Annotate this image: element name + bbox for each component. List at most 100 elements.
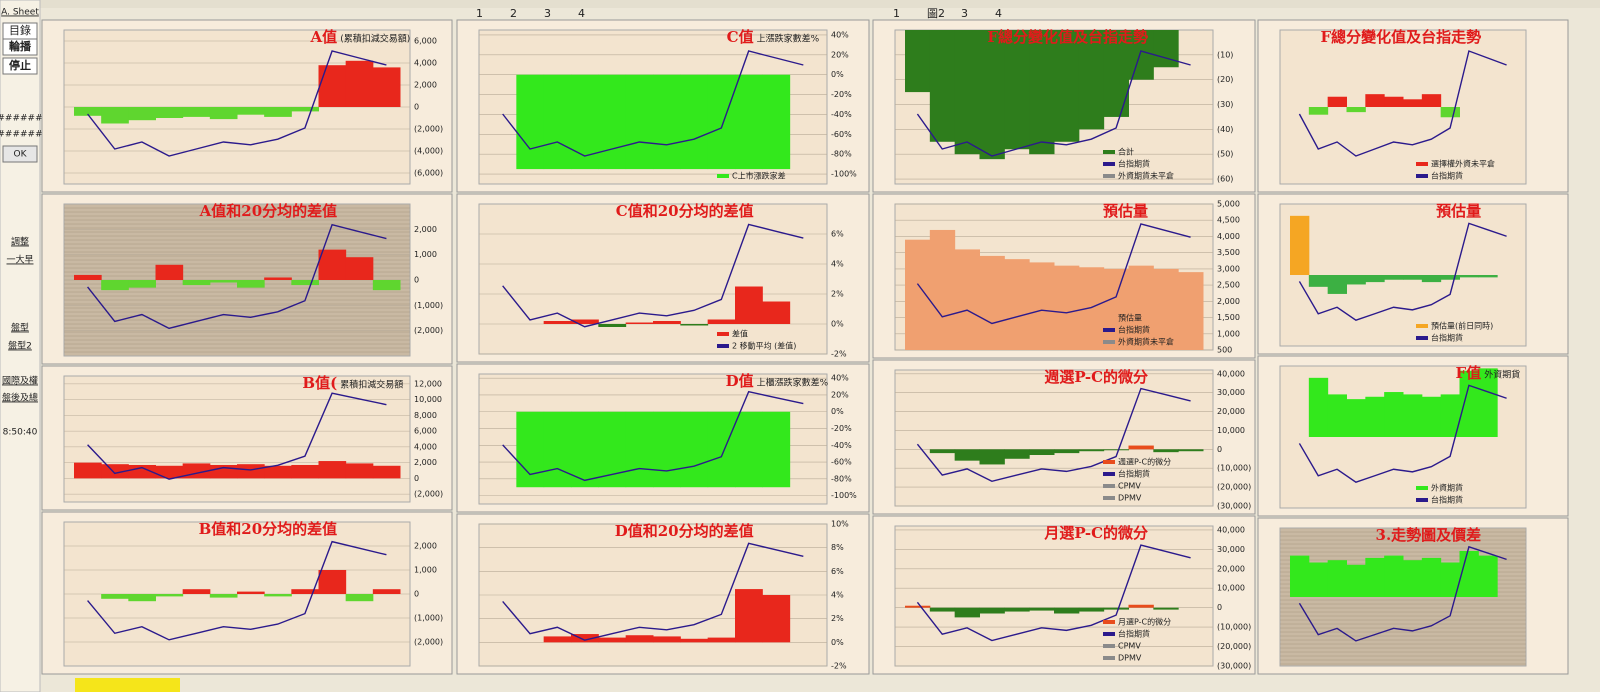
sheet-tab[interactable]: 2 (510, 7, 517, 20)
panel-subtitle: 外資期貨 (1484, 369, 1520, 381)
bar (101, 107, 129, 124)
sheet-tab[interactable]: 圖2 (927, 7, 945, 20)
y2-tick-label: 0% (831, 638, 844, 647)
bar (707, 74, 736, 170)
sheet-tab[interactable]: 3 (961, 7, 968, 20)
sidebar-item[interactable]: OK (14, 150, 28, 160)
legend-label: 月選P-C的微分 (1118, 617, 1171, 627)
sidebar-item[interactable]: 目錄 (9, 23, 31, 37)
bar (237, 280, 265, 288)
sheet-tab[interactable]: 1 (476, 7, 483, 20)
index-line (1298, 384, 1507, 483)
bar (929, 449, 956, 454)
bar (209, 280, 238, 283)
legend-swatch (1103, 174, 1115, 178)
bar (1327, 275, 1347, 294)
bar (1153, 449, 1179, 453)
sidebar-item[interactable]: 輪播 (9, 39, 32, 53)
bar (155, 465, 184, 479)
bar (1004, 259, 1030, 350)
index-line (916, 544, 1191, 642)
bar (762, 411, 791, 488)
bar (929, 30, 956, 142)
y2-tick-label: 1,000 (414, 566, 437, 575)
bar (979, 449, 1005, 465)
y2-tick-label: -60% (831, 130, 852, 139)
sheet-tab[interactable]: 3 (544, 7, 551, 20)
bar (598, 74, 627, 170)
y2-tick-label: 20,000 (1217, 564, 1245, 573)
bar (625, 635, 654, 643)
bar (735, 411, 763, 488)
sidebar-item[interactable]: 調整 (11, 236, 29, 248)
legend-label: 合計 (1118, 147, 1134, 157)
plot-area (63, 375, 411, 503)
bar (1421, 275, 1442, 283)
sheet-tab[interactable]: 1 (893, 7, 900, 20)
sidebar-item[interactable]: 盤後及總 (2, 392, 38, 404)
y2-tick-label: -60% (831, 458, 852, 467)
bar (954, 607, 980, 618)
sidebar-item[interactable]: 停止 (9, 58, 31, 72)
legend-swatch (1416, 174, 1428, 178)
sidebar-item[interactable]: 國際及權 (2, 375, 38, 387)
sidebar-button-frame (2, 38, 38, 56)
sidebar-item[interactable]: 一大早 (6, 254, 33, 266)
sidebar-item[interactable]: 盤型2 (8, 340, 32, 352)
legend-swatch (717, 332, 729, 336)
sidebar-item: 8:50:40 (3, 428, 38, 438)
sidebar-item[interactable]: A. Sheet (1, 8, 39, 18)
legend-label: 台指期貨 (1431, 333, 1463, 343)
bar (1403, 99, 1423, 107)
y2-tick-label: 10% (831, 520, 849, 529)
bar (543, 411, 572, 488)
bar (707, 411, 736, 488)
bar (979, 255, 1005, 350)
bar (543, 636, 572, 643)
bar (762, 74, 791, 170)
bar (128, 280, 156, 288)
y2-tick-label: 2,000 (414, 458, 437, 467)
bar (264, 277, 292, 280)
bar (598, 637, 627, 643)
bar (762, 595, 791, 643)
y2-tick-label: 3,000 (1217, 264, 1240, 273)
y2-tick-label: 500 (1217, 346, 1232, 355)
index-line (502, 50, 804, 157)
sidebar-item[interactable]: 盤型 (11, 322, 29, 334)
bar (516, 411, 545, 488)
panel-subtitle: (累積扣減交易額) (340, 33, 410, 45)
bar (954, 249, 980, 350)
legend-label: 台指期貨 (1118, 469, 1150, 479)
bar (291, 589, 319, 594)
panel-title: D值和20分均的差值 (615, 522, 754, 540)
sheet-tab[interactable]: 4 (995, 7, 1002, 20)
legend-swatch (1103, 328, 1115, 332)
legend-swatch (1416, 498, 1428, 502)
y2-tick-label: (4,000) (414, 147, 443, 156)
panel-title: 月選P-C的微分 (1043, 524, 1148, 542)
bar (1103, 607, 1129, 610)
y2-tick-label: 4% (831, 260, 844, 269)
y2-tick-label: 2,000 (1217, 297, 1240, 306)
bar (1459, 275, 1479, 278)
y2-tick-label: (2,000) (414, 490, 443, 499)
panel-title: F總分變化值及台指走勢 (987, 28, 1148, 46)
y2-tick-label: 8,000 (414, 411, 437, 420)
legend-label: 台指期貨 (1431, 495, 1463, 505)
bar (1459, 551, 1479, 597)
bar (1308, 275, 1329, 287)
bar (1440, 275, 1460, 280)
bar (1440, 394, 1460, 437)
y2-tick-label: -80% (831, 474, 852, 483)
bar (1029, 262, 1055, 350)
y2-tick-label: 40,000 (1217, 369, 1245, 378)
y2-tick-label: 3,500 (1217, 248, 1240, 257)
bar (1421, 557, 1442, 597)
bar (209, 594, 238, 598)
bar (1365, 275, 1385, 283)
sheet-tab[interactable]: 4 (578, 7, 585, 20)
bar (74, 274, 102, 280)
bar (182, 280, 211, 286)
panel-subtitle: 上漲跌家數差% (757, 33, 820, 45)
